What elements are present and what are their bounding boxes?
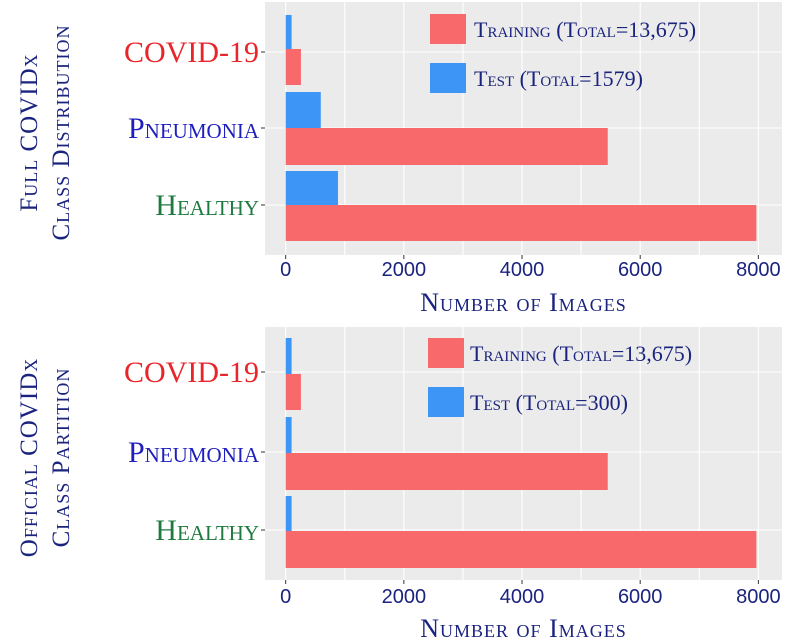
legend-training-swatch	[428, 338, 464, 368]
legend-test-label: Test (Total=300)	[470, 390, 628, 415]
x-tick-label: 6000	[618, 586, 663, 608]
x-tick-label: 4000	[500, 586, 545, 608]
legend-training-label: Training (Total=13,675)	[474, 17, 696, 42]
x-tick-label: 6000	[618, 259, 663, 281]
panel-side-title-line: Official COVIDx	[16, 358, 43, 557]
category-label: Pneumonia	[128, 112, 260, 145]
x-tick-label: 0	[280, 259, 291, 281]
legend-training-swatch	[430, 14, 466, 44]
legend-training-label: Training (Total=13,675)	[470, 341, 692, 366]
bar-training-covid-19	[285, 49, 301, 85]
chart-panel-1: COVID-19 Pneumonia Healthy 0 2000 4000 6000 800…	[16, 2, 782, 317]
bar-training-pneumonia	[285, 128, 608, 165]
category-label: Healthy	[155, 514, 259, 547]
panel-side-title-line: Class Distribution	[48, 25, 75, 241]
legend-test-swatch	[428, 387, 464, 417]
category-label: COVID-19	[124, 356, 259, 389]
x-axis-title: Number of Images	[420, 288, 626, 317]
panel-side-title-line: Full COVIDx	[16, 53, 43, 211]
x-tick-label: 8000	[736, 586, 781, 608]
bar-test-covid-19	[285, 15, 292, 49]
bar-training-pneumonia	[285, 453, 608, 490]
bar-training-healthy	[285, 531, 757, 568]
legend-test-label: Test (Total=1579)	[474, 66, 643, 91]
bar-training-covid-19	[285, 374, 301, 410]
bar-test-covid-19	[285, 338, 292, 374]
bar-test-healthy	[285, 496, 292, 531]
panel-side-title-line: Class Partition	[48, 368, 75, 548]
panel-side-title: Official COVIDx Class Partition	[16, 358, 75, 557]
bar-test-healthy	[285, 171, 338, 205]
bar-training-healthy	[285, 205, 757, 241]
x-tick-label: 0	[280, 586, 291, 608]
x-tick-label: 8000	[736, 259, 781, 281]
legend-test-swatch	[430, 63, 466, 93]
category-label: Healthy	[155, 189, 259, 222]
x-axis-title: Number of Images	[420, 614, 626, 640]
panel-side-title: Full COVIDx Class Distribution	[16, 25, 75, 241]
x-tick-label: 4000	[500, 259, 545, 281]
x-tick-label: 2000	[382, 586, 427, 608]
x-tick-label: 2000	[382, 259, 427, 281]
category-label: COVID-19	[124, 36, 259, 69]
category-label: Pneumonia	[128, 436, 260, 469]
chart-panel-2: COVID-19 Pneumonia Healthy 0 2000 4000 6000 800…	[16, 327, 782, 640]
bar-test-pneumonia	[285, 417, 292, 453]
bar-test-pneumonia	[285, 92, 321, 128]
